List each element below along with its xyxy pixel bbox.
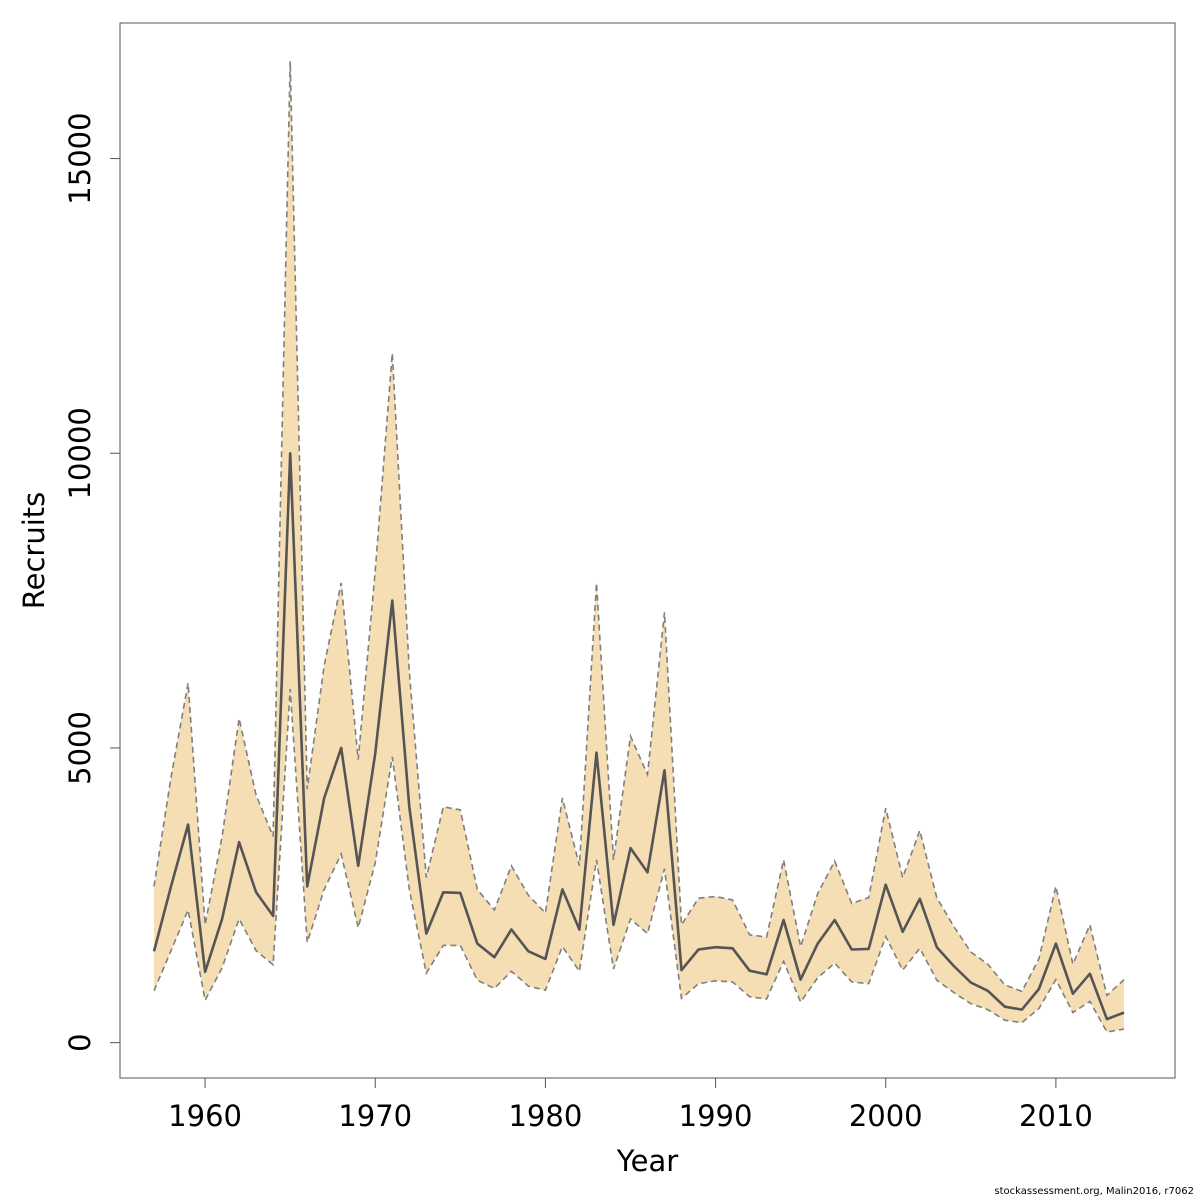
x-tick-label: 1970 — [338, 1099, 412, 1133]
credit-text: stockassessment.org, Malin2016, r7062 — [994, 1186, 1194, 1197]
y-tick-label: 0 — [63, 1033, 97, 1051]
x-tick-label: 1990 — [679, 1099, 753, 1133]
plot-frame — [119, 22, 1176, 1079]
lower-bound-line — [153, 688, 1125, 1033]
x-axis: 1960 1970 1980 1990 2000 2010 — [168, 1078, 1093, 1133]
y-axis: 0 5000 10000 15000 — [63, 112, 120, 1052]
y-tick-label: 15000 — [63, 112, 97, 204]
upper-bound-line — [153, 61, 1125, 998]
x-tick-label: 2000 — [849, 1099, 923, 1133]
x-axis-title: Year — [616, 1144, 678, 1178]
x-tick-label: 1980 — [508, 1099, 582, 1133]
x-tick-label: 2010 — [1019, 1099, 1093, 1133]
estimate-line — [152, 452, 1125, 1021]
y-axis-title: Recruits — [17, 492, 51, 609]
y-tick-label: 5000 — [63, 711, 97, 785]
x-tick-label: 1960 — [168, 1099, 242, 1133]
y-tick-label: 10000 — [63, 407, 97, 499]
confidence-band — [154, 61, 1124, 1033]
